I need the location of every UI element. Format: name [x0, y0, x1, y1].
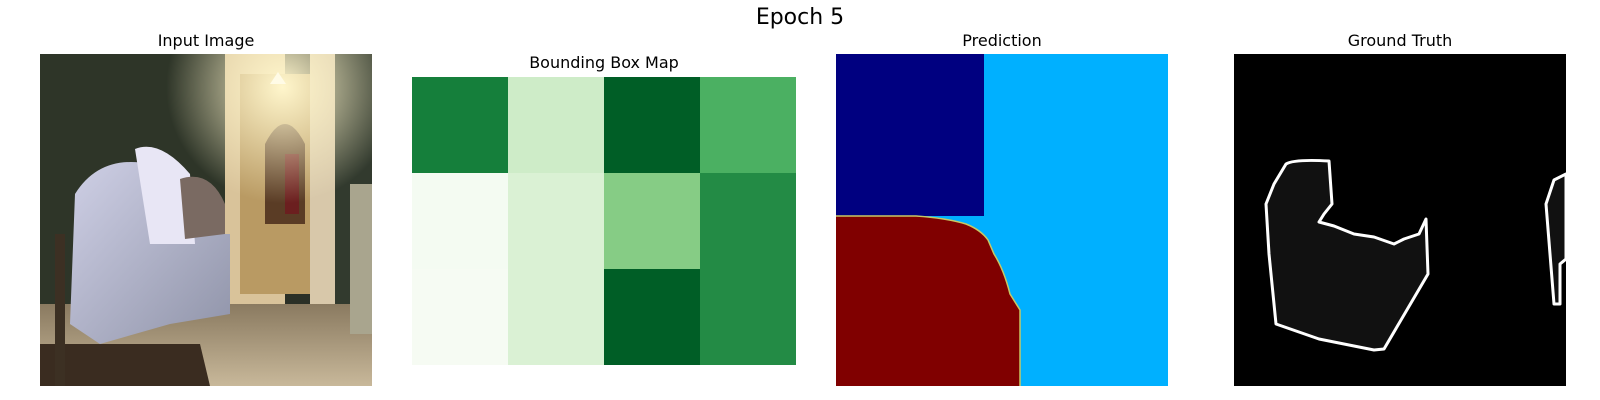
heatmap-cell-r1-c2 [604, 173, 701, 270]
heatmap-cell-r0-c3 [700, 77, 796, 174]
heatmap-cell-r2-c1 [508, 269, 605, 365]
gt-object-mask [1264, 158, 1430, 352]
heatmap-cell-r2-c0 [412, 269, 509, 365]
gt-edge-mask [1544, 172, 1566, 306]
heatmap-cell-r0-c1 [508, 77, 605, 174]
pred-region-maroon [836, 216, 1020, 386]
heatmap-cell-r2-c2 [604, 269, 701, 365]
heatmap-cell-r0-c0 [412, 77, 509, 174]
heatmap-cell-r1-c3 [700, 173, 796, 270]
heatmap-cell-r0-c2 [604, 77, 701, 174]
ground-truth-mask [1234, 54, 1566, 386]
heatmap-cell-r1-c1 [508, 173, 605, 270]
figure-title: Epoch 5 [755, 5, 845, 30]
heatmap-cell-r2-c3 [700, 269, 796, 365]
prediction-map [836, 54, 1168, 386]
heatmap-cell-r1-c0 [412, 173, 509, 270]
input-image-title: Input Image [157, 31, 255, 50]
prediction-title: Prediction [962, 31, 1042, 50]
pred-region-navy [836, 54, 984, 216]
ground-truth-title: Ground Truth [1347, 31, 1453, 50]
input-image [40, 54, 372, 386]
bbox-heatmap [412, 77, 796, 365]
bbox-map-title: Bounding Box Map [529, 53, 679, 72]
